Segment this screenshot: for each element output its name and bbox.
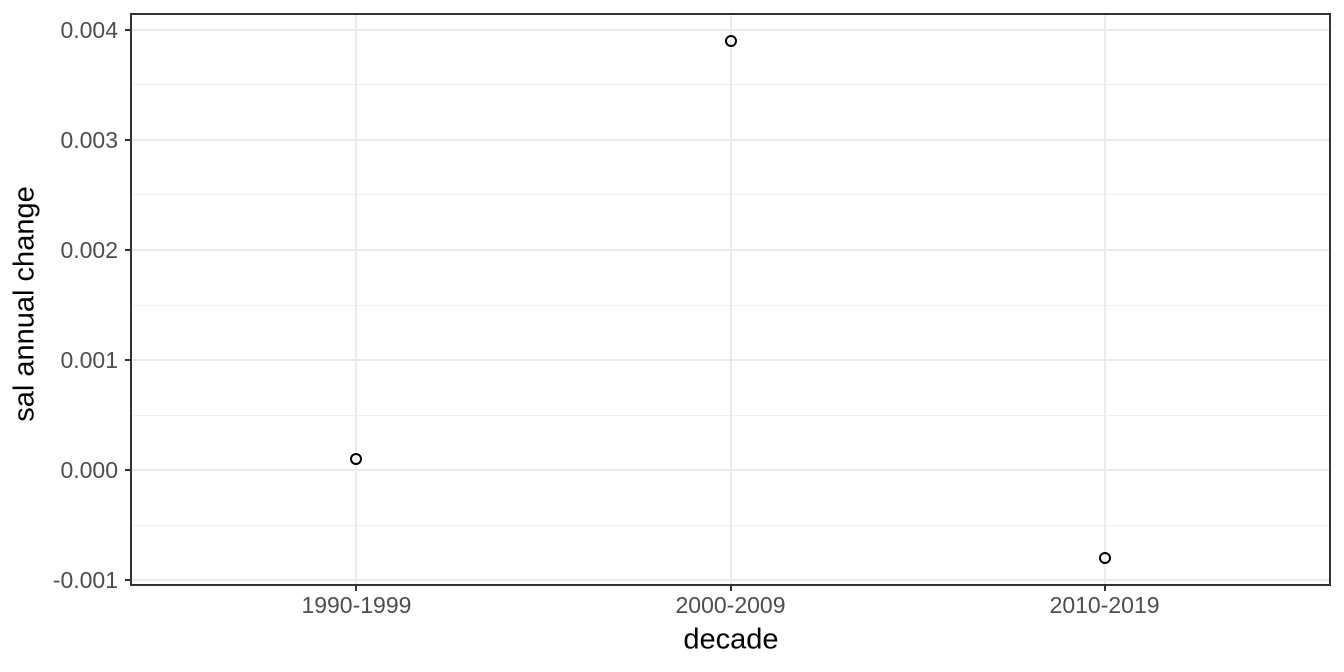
- x-tick-label: 2000-2009: [675, 592, 786, 618]
- y-tick-mark: [125, 579, 132, 582]
- y-tick-label: 0.000: [60, 457, 118, 484]
- y-tick-mark: [125, 359, 132, 362]
- y-tick-label: 0.002: [60, 236, 118, 263]
- y-tick-label: -0.001: [52, 567, 118, 594]
- x-tick-mark: [1103, 584, 1106, 591]
- x-tick-mark: [355, 584, 358, 591]
- y-tick-label: 0.004: [60, 16, 118, 43]
- y-tick-mark: [125, 248, 132, 251]
- x-tick-mark: [729, 584, 732, 591]
- data-point: [724, 34, 737, 47]
- y-tick-mark: [125, 469, 132, 472]
- x-tick-label: 1990-1999: [301, 592, 412, 618]
- gridline-major-x: [355, 15, 358, 584]
- x-axis-title: decade: [683, 623, 779, 656]
- y-tick-mark: [125, 138, 132, 141]
- x-tick-label: 2010-2019: [1049, 592, 1160, 618]
- data-point: [1098, 552, 1111, 565]
- y-axis-title: sal annual change: [8, 186, 41, 422]
- y-tick-mark: [125, 28, 132, 31]
- gridline-major-x: [729, 15, 732, 584]
- gridline-major-x: [1103, 15, 1106, 584]
- data-point: [350, 453, 363, 466]
- y-tick-label: 0.003: [60, 126, 118, 153]
- y-tick-label: 0.001: [60, 347, 118, 374]
